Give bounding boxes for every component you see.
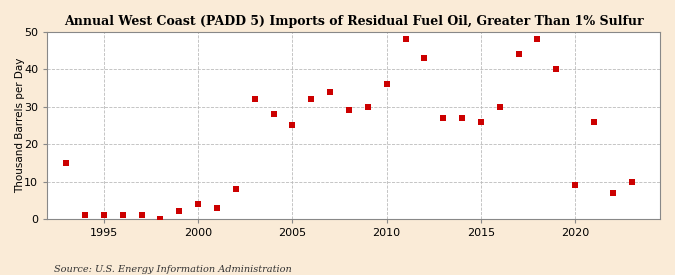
Point [325,90,335,94]
Point [589,120,599,124]
Point [61,161,72,165]
Point [608,191,618,195]
Point [570,183,580,188]
Title: Annual West Coast (PADD 5) Imports of Residual Fuel Oil, Greater Than 1% Sulfur: Annual West Coast (PADD 5) Imports of Re… [64,15,643,28]
Point [155,217,166,221]
Point [457,116,468,120]
Point [475,120,486,124]
Point [400,37,411,42]
Point [551,67,562,72]
Point [117,213,128,218]
Point [419,56,430,60]
Point [193,202,204,206]
Point [211,205,222,210]
Point [80,213,90,218]
Point [438,116,449,120]
Point [381,82,392,87]
Point [532,37,543,42]
Point [230,187,241,191]
Point [287,123,298,128]
Y-axis label: Thousand Barrels per Day: Thousand Barrels per Day [15,58,25,193]
Point [174,209,185,214]
Text: Source: U.S. Energy Information Administration: Source: U.S. Energy Information Administ… [54,265,292,274]
Point [99,213,109,218]
Point [268,112,279,116]
Point [626,179,637,184]
Point [306,97,317,101]
Point [362,104,373,109]
Point [344,108,354,113]
Point [249,97,260,101]
Point [136,213,147,218]
Point [513,52,524,57]
Point [494,104,505,109]
